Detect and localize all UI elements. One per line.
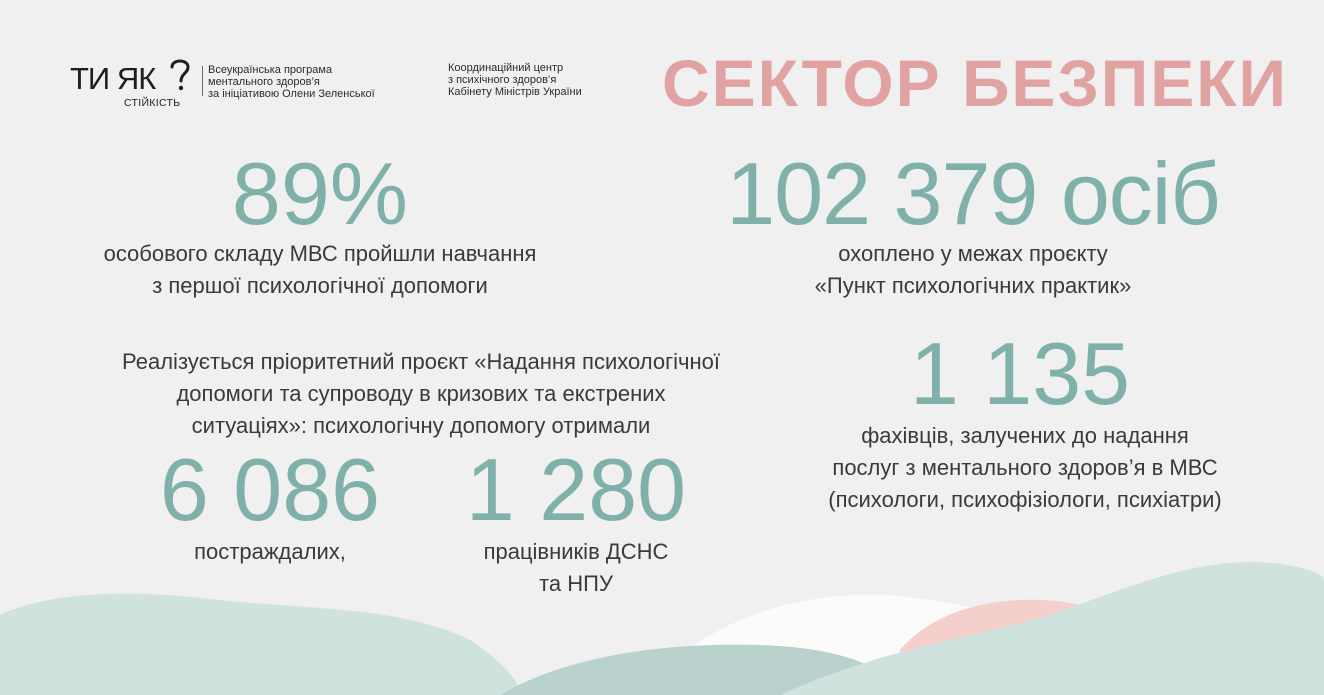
program-line: ментального здоров’я xyxy=(208,76,320,88)
wave-teal-right xyxy=(780,562,1324,695)
stat-trained-value: 89% xyxy=(231,144,409,243)
program-text: Всеукраїнська програма ментального здоро… xyxy=(208,64,375,100)
caption-line: та НПУ xyxy=(539,571,613,596)
wave-teal-left xyxy=(0,593,520,695)
brand-logo-subtitle: СТІЙКІСТЬ xyxy=(124,97,181,109)
logo-divider xyxy=(202,66,203,96)
caption-line: з першої психологічної допомоги xyxy=(152,273,488,298)
partner-line: Кабінету Міністрів України xyxy=(448,86,582,98)
stat-covered-caption: охоплено у межах проєкту «Пункт психолог… xyxy=(720,238,1226,302)
caption-line: особового складу МВС пройшли навчання xyxy=(103,241,537,266)
question-mark-person-icon xyxy=(170,59,190,91)
project-description: Реалізується пріоритетний проєкт «Наданн… xyxy=(60,346,782,442)
caption-line: послуг з ментального здоров’я в МВС xyxy=(832,455,1218,480)
caption-line: постраждалих, xyxy=(194,539,346,564)
program-line: за ініціативою Олени Зеленської xyxy=(208,88,375,100)
stat-workers-caption: працівників ДСНС та НПУ xyxy=(436,536,716,600)
caption-line: охоплено у межах проєкту xyxy=(838,241,1108,266)
partner-text: Координаційний центр з психічного здоров… xyxy=(448,62,582,98)
partner-line: з психічного здоров’я xyxy=(448,74,557,86)
caption-line: (психологи, психофізіологи, психіатри) xyxy=(828,487,1222,512)
brand-logo-text: ТИ ЯК xyxy=(70,61,156,96)
project-line: ситуаціях»: психологічну допомогу отрима… xyxy=(191,413,651,438)
page-title: СЕКТОР БЕЗПЕКИ xyxy=(662,46,1288,120)
project-line: Реалізується пріоритетний проєкт «Наданн… xyxy=(122,349,720,374)
program-line: Всеукраїнська програма xyxy=(208,64,333,76)
stat-covered-value: 102 379 осіб xyxy=(726,144,1220,243)
wave-dark-middle xyxy=(500,644,900,695)
stat-victims-caption: постраждалих, xyxy=(120,536,420,568)
stat-specialists-value: 1 135 xyxy=(909,324,1131,423)
stat-specialists-caption: фахівців, залучених до надання послуг з … xyxy=(780,420,1270,516)
caption-line: працівників ДСНС xyxy=(483,539,669,564)
caption-line: фахівців, залучених до надання xyxy=(861,423,1189,448)
caption-line: «Пункт психологічних практик» xyxy=(814,273,1132,298)
stat-victims-value: 6 086 xyxy=(159,440,381,539)
stat-trained-caption: особового складу МВС пройшли навчання з … xyxy=(40,238,600,302)
stat-workers-value: 1 280 xyxy=(465,440,687,539)
project-line: допомоги та супроводу в кризових та екст… xyxy=(176,381,666,406)
partner-line: Координаційний центр xyxy=(448,62,564,74)
